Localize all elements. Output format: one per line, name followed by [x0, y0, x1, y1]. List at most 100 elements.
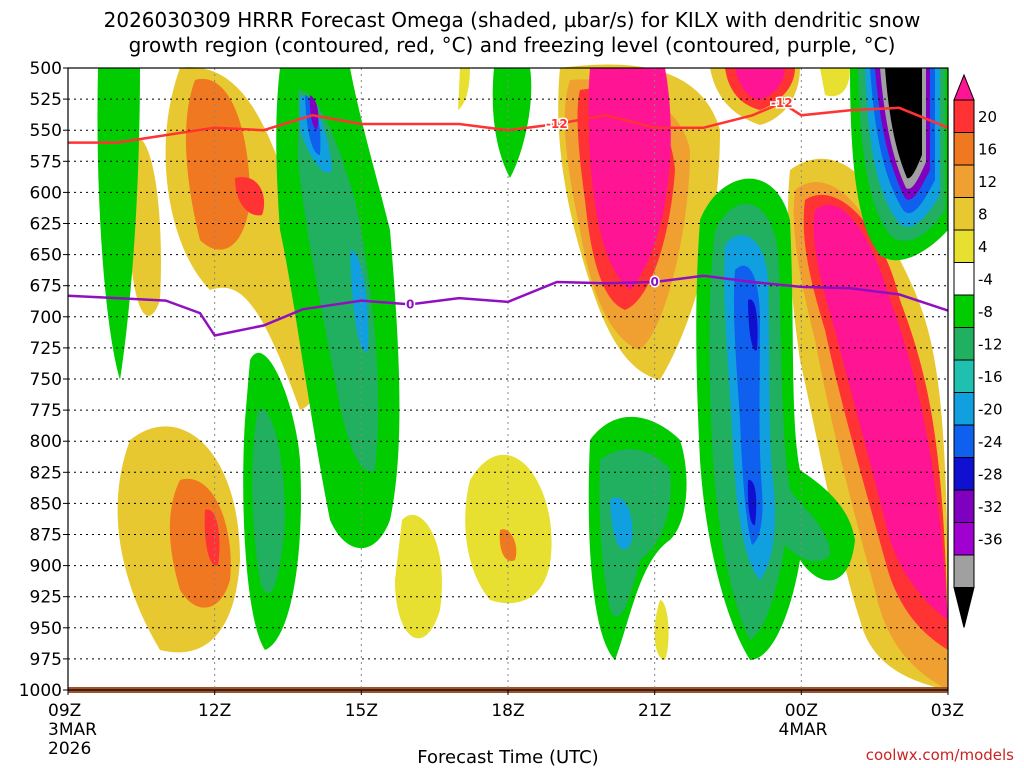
- y-tick-label: 1000: [19, 681, 62, 701]
- colorbar-segment: [953, 554, 975, 588]
- x-axis-title: Forecast Time (UTC): [417, 747, 598, 768]
- y-tick-label: 650: [30, 246, 62, 266]
- y-tick-label: 600: [30, 183, 62, 203]
- colorbar-tick-label: -12: [978, 336, 1003, 354]
- contour-label: 0: [650, 275, 658, 289]
- omega-shaded-region: [885, 68, 922, 179]
- omega-shaded-region: [395, 514, 442, 639]
- y-tick-label: 775: [30, 401, 62, 421]
- y-tick-label: 550: [30, 121, 62, 141]
- colorbar-tick-label: -36: [978, 531, 1003, 549]
- colorbar-tick-label: -24: [978, 433, 1003, 451]
- colorbar-tick-label: 12: [978, 173, 997, 191]
- omega-shaded-region: [458, 68, 470, 110]
- omega-shaded-region: [465, 454, 552, 604]
- credit-link[interactable]: coolwx.com/models: [866, 746, 1014, 764]
- y-tick-label: 575: [30, 152, 62, 172]
- colorbar-segment: [953, 457, 975, 491]
- y-tick-label: 625: [30, 215, 62, 235]
- y-tick-label: 825: [30, 463, 62, 483]
- omega-shaded-region: [813, 204, 948, 620]
- y-tick-label: 525: [30, 90, 62, 110]
- y-tick-label: 700: [30, 308, 62, 328]
- x-tick-label: 21Z: [638, 701, 671, 721]
- x-tick-label: 09Z: [48, 701, 81, 721]
- colorbar-segment: [953, 327, 975, 361]
- colorbar-segment: [953, 489, 975, 523]
- y-tick-label: 950: [30, 619, 62, 639]
- contour-label: -12: [546, 117, 568, 131]
- colorbar-segment: [953, 424, 975, 458]
- colorbar-legend: 20 16 12 8 4 -4 -8 -12 -16 -20 -24 -28 -32 -36: [953, 73, 1003, 628]
- contour-line: [67, 274, 949, 337]
- omega-shaded-region: [654, 600, 669, 660]
- contour-lines: -12 -12 0 0: [67, 94, 949, 337]
- y-tick-label: 900: [30, 557, 62, 577]
- colorbar-segment: [953, 522, 975, 556]
- colorbar-segment: [953, 229, 975, 263]
- omega-shaded-region: [305, 95, 321, 155]
- chart-title-line-1: 2026030309 HRRR Forecast Omega (shaded, …: [104, 8, 921, 32]
- y-tick-label: 975: [30, 650, 62, 670]
- omega-shaded-region: [97, 68, 140, 380]
- colorbar-tick-label: 4: [978, 238, 988, 256]
- colorbar-segment: [953, 73, 975, 101]
- colorbar-tick-label: -32: [978, 498, 1003, 516]
- omega-shaded-region: [204, 509, 220, 566]
- colorbar-segment: [953, 294, 975, 328]
- omega-shaded-region: [235, 177, 265, 216]
- omega-shaded-region: [169, 478, 231, 608]
- omega-shaded-region: [588, 68, 671, 290]
- omega-shaded-region: [185, 78, 250, 250]
- colorbar-tick-label: 20: [978, 108, 997, 126]
- x-year-start: 2026: [48, 739, 91, 759]
- y-tick-label: 800: [30, 432, 62, 452]
- axes: 500 525 550 575 600 625 650 675 700 725 750 775 800 8…: [19, 59, 964, 721]
- colorbar-segment: [953, 392, 975, 426]
- colorbar-tick-label: 8: [978, 206, 988, 224]
- x-date-mid: 4MAR: [779, 720, 828, 740]
- contour-label: 0: [406, 297, 414, 311]
- x-tick-label: 12Z: [198, 701, 231, 721]
- y-tick-label: 675: [30, 277, 62, 297]
- y-tick-label: 500: [30, 59, 62, 79]
- omega-shaded-region: [748, 299, 758, 351]
- colorbar-tick-label: 16: [978, 141, 997, 159]
- x-tick-label: 15Z: [345, 701, 378, 721]
- omega-shaded-region: [599, 449, 671, 617]
- y-tick-label: 925: [30, 588, 62, 608]
- x-date-start: 3MAR: [48, 720, 97, 740]
- x-tick-label: 00Z: [785, 701, 818, 721]
- omega-shaded-region: [747, 479, 757, 526]
- colorbar-segment: [953, 587, 975, 628]
- omega-shaded-region: [298, 90, 379, 472]
- y-tick-label: 875: [30, 526, 62, 546]
- grid-lines: [68, 68, 948, 690]
- omega-shaded-region: [735, 68, 785, 100]
- omega-shaded-region: [309, 95, 319, 130]
- omega-shaded-region: [252, 408, 285, 594]
- omega-shaded-region: [820, 68, 850, 97]
- colorbar-segment: [953, 99, 975, 133]
- colorbar-tick-label: -20: [978, 401, 1003, 419]
- colorbar-tick-label: -4: [978, 271, 993, 289]
- colorbar-segment: [953, 359, 975, 393]
- omega-shaded-region: [130, 136, 161, 316]
- colorbar-tick-label: -28: [978, 466, 1003, 484]
- x-tick-label: 18Z: [491, 701, 524, 721]
- y-tick-label: 850: [30, 494, 62, 514]
- colorbar-segment: [953, 262, 975, 296]
- y-tick-label: 725: [30, 339, 62, 359]
- colorbar-tick-label: -16: [978, 368, 1003, 386]
- chart-title-line-2: growth region (contoured, red, °C) and f…: [129, 33, 896, 57]
- omega-shaded-region: [499, 529, 517, 561]
- y-tick-label: 750: [30, 370, 62, 390]
- contour-label: -12: [771, 96, 793, 110]
- colorbar-segment: [953, 132, 975, 166]
- contour-line: [68, 101, 949, 144]
- omega-shaded-region: [492, 68, 532, 178]
- colorbar-tick-label: -8: [978, 303, 993, 321]
- colorbar-segment: [953, 197, 975, 231]
- omega-shaded-region: [610, 497, 633, 550]
